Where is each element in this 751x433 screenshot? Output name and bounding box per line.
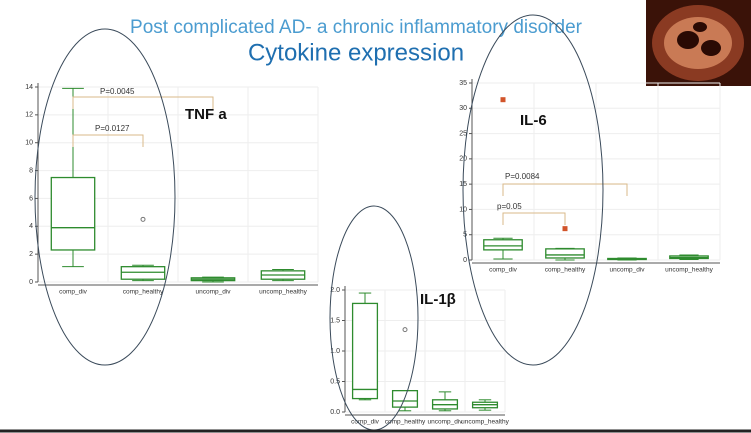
y-tick-label: 0.0 — [330, 409, 340, 416]
y-tick-label: 1.5 — [330, 317, 340, 324]
bracket — [502, 212, 566, 225]
y-tick-label: 2.0 — [330, 287, 340, 294]
x-tick-label: uncomp_healthy — [665, 267, 713, 274]
y-tick-label: 35 — [459, 80, 467, 87]
x-tick-label: comp_div — [489, 267, 518, 274]
chart-label: TNF a — [185, 106, 227, 123]
outlier — [140, 216, 146, 222]
y-tick-label: 8 — [29, 167, 33, 174]
box — [120, 266, 166, 280]
box — [545, 248, 585, 259]
x-tick-label: comp_healthy — [385, 419, 426, 426]
box — [50, 176, 96, 251]
bracket — [502, 183, 628, 196]
x-tick-label: uncomp_div — [195, 289, 231, 296]
bracket — [72, 134, 144, 147]
p-value: P=0.0084 — [505, 172, 540, 181]
chart-label: IL-6 — [520, 112, 547, 129]
outlier — [500, 97, 506, 103]
y-tick-label: 12 — [25, 112, 33, 119]
y-tick-label: 30 — [459, 105, 467, 112]
y-tick-label: 0 — [463, 257, 467, 264]
p-value: P=0.0127 — [95, 124, 130, 133]
x-tick-label: comp_healthy — [123, 289, 164, 296]
outlier — [562, 226, 568, 232]
chart-label: IL-1β — [420, 291, 456, 308]
y-tick-label: 0 — [29, 279, 33, 286]
y-tick-label: 10 — [25, 140, 33, 147]
y-tick-label: 25 — [459, 130, 467, 137]
x-tick-label: comp_div — [59, 289, 88, 296]
x-tick-label: uncomp_healthy — [461, 419, 509, 426]
bracket — [72, 96, 214, 109]
y-tick-label: 14 — [25, 84, 33, 91]
box — [483, 239, 523, 251]
x-tick-label: uncomp_healthy — [259, 289, 307, 296]
p-value: P=0.0045 — [100, 87, 135, 96]
x-tick-label: comp_healthy — [545, 267, 586, 274]
slide-subtitle: Cytokine expression — [248, 39, 464, 66]
x-tick-label: uncomp_div — [427, 419, 463, 426]
y-tick-label: 1.0 — [330, 348, 340, 355]
box — [351, 302, 379, 400]
slide-title: Post complicated AD- a chronic inflammat… — [130, 17, 583, 38]
y-tick-label: 4 — [29, 223, 33, 230]
y-tick-label: 6 — [29, 195, 33, 202]
y-tick-label: 0.5 — [330, 378, 340, 385]
photo — [646, 0, 751, 86]
box — [391, 389, 419, 408]
y-tick-label: 20 — [459, 156, 467, 163]
highlight-ellipses — [34, 14, 604, 431]
y-tick-label: 2 — [29, 251, 33, 258]
x-tick-label: uncomp_div — [609, 267, 645, 274]
x-tick-label: comp_div — [351, 419, 380, 426]
p-value: p=0.05 — [497, 202, 522, 211]
outlier — [402, 327, 408, 333]
